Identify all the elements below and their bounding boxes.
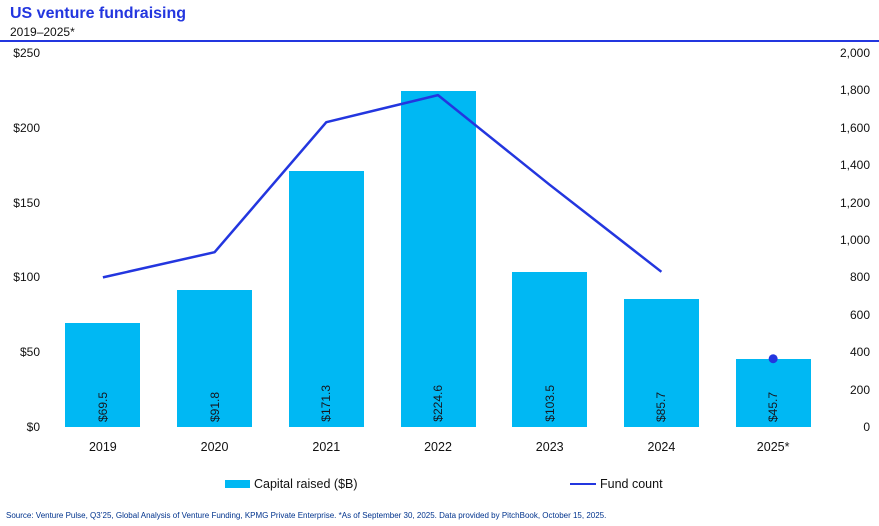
right-axis-tick: 1,400 — [839, 158, 870, 173]
bar-2025*: $45.7 — [735, 358, 811, 427]
bar-value-label: $45.7 — [766, 391, 781, 422]
legend-item-capital-raised: Capital raised ($B) — [225, 477, 358, 491]
x-axis-label-2020: 2020 — [200, 440, 229, 454]
right-axis-tick: 600 — [849, 307, 870, 322]
right-axis-tick: 800 — [849, 270, 870, 285]
legend-item-fund-count: Fund count — [570, 477, 663, 491]
bar-2024: $85.7 — [623, 298, 699, 427]
right-axis-tick: 0 — [863, 420, 870, 434]
page-subtitle: 2019–2025* — [10, 25, 75, 39]
legend-label: Fund count — [600, 477, 663, 491]
x-axis-label-2024: 2024 — [647, 440, 676, 454]
bar-2023: $103.5 — [512, 272, 588, 427]
right-axis-tick: 1,200 — [839, 195, 870, 210]
right-axis-tick: 400 — [849, 345, 870, 360]
right-axis-tick: 1,800 — [839, 83, 870, 98]
bar-2019: $69.5 — [65, 323, 141, 427]
bar-2022: $224.6 — [400, 90, 476, 427]
x-axis-label-2022: 2022 — [424, 440, 452, 454]
left-axis-tick: $150 — [13, 195, 40, 210]
x-axis-label-2021: 2021 — [312, 440, 341, 454]
x-axis-label-2025*: 2025* — [756, 440, 790, 454]
left-axis-tick: $100 — [13, 270, 40, 285]
right-axis-tick: 2,000 — [839, 46, 870, 60]
bar-value-label: $224.6 — [431, 385, 445, 422]
bar-value-label: $91.8 — [207, 391, 222, 422]
left-axis-tick: $250 — [13, 46, 40, 60]
source-note: Source: Venture Pulse, Q3’25, Global Ana… — [6, 511, 607, 520]
bar-value-label: $69.5 — [95, 391, 110, 422]
left-axis-tick: $200 — [13, 120, 40, 135]
right-axis-tick: 1,000 — [839, 233, 870, 247]
fund-count-line — [102, 93, 663, 279]
right-axis-tick: 1,600 — [839, 120, 870, 135]
legend-label: Capital raised ($B) — [254, 477, 358, 491]
right-axis-tick: 200 — [849, 382, 870, 397]
header-divider-rule — [0, 40, 879, 42]
page-title: US venture fundraising — [10, 5, 187, 22]
line-swatch-icon — [570, 482, 596, 486]
left-axis-tick: $50 — [19, 345, 40, 360]
bar-2021: $171.3 — [288, 170, 364, 427]
x-axis-label-2019: 2019 — [88, 440, 117, 454]
bar-value-label: $171.3 — [319, 385, 334, 422]
bar-value-label: $103.5 — [542, 385, 557, 422]
bar-2020: $91.8 — [177, 289, 253, 427]
bar-swatch-icon — [225, 480, 250, 488]
x-axis-label-2023: 2023 — [535, 440, 564, 454]
left-axis-tick: $0 — [26, 420, 40, 434]
bar-value-label: $85.7 — [654, 391, 669, 422]
